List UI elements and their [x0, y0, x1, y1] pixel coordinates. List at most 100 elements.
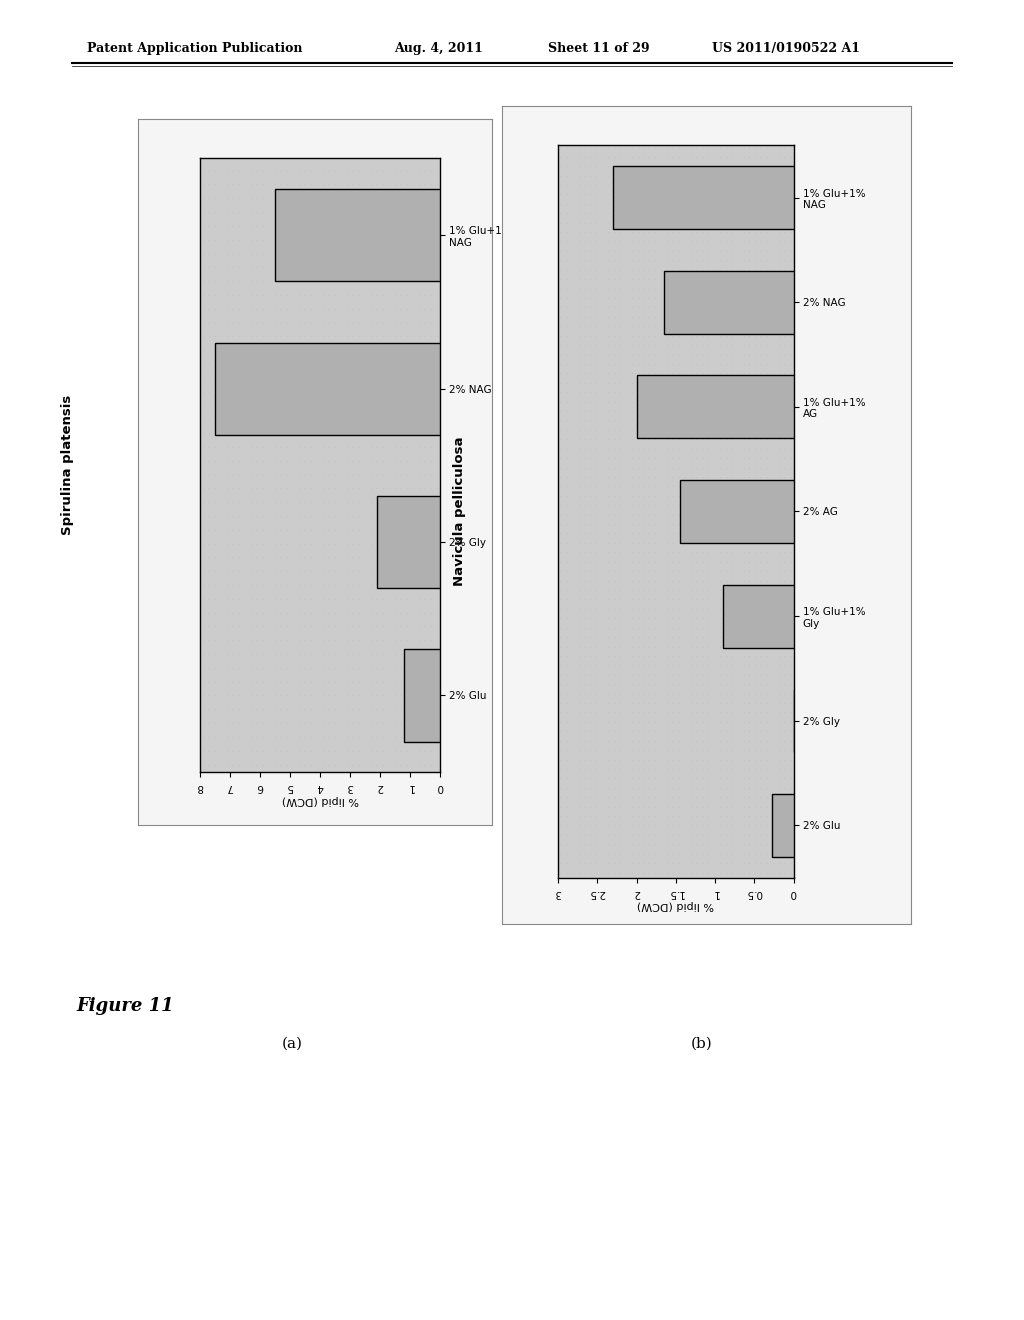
Point — [658, 805, 675, 826]
Point — [237, 698, 253, 719]
Point — [399, 519, 416, 540]
Point — [782, 457, 799, 478]
Point — [606, 730, 623, 751]
Point — [339, 339, 355, 360]
Point — [291, 602, 307, 623]
Point — [207, 230, 223, 251]
Point — [753, 156, 769, 177]
Point — [345, 630, 361, 651]
Point — [665, 363, 681, 384]
Point — [759, 249, 775, 271]
Point — [606, 796, 623, 817]
Point — [630, 768, 646, 789]
Point — [718, 796, 734, 817]
Point — [611, 183, 628, 205]
Point — [333, 685, 349, 706]
Point — [729, 259, 745, 280]
Point — [735, 363, 752, 384]
Point — [658, 627, 675, 648]
Point — [255, 422, 271, 444]
Point — [617, 411, 634, 432]
Point — [677, 768, 693, 789]
Point — [309, 574, 326, 595]
Point — [570, 570, 587, 591]
Point — [577, 607, 593, 628]
Point — [570, 400, 587, 421]
Point — [635, 843, 651, 865]
Point — [583, 834, 599, 855]
Point — [564, 627, 581, 648]
Point — [297, 202, 313, 223]
Point — [677, 541, 693, 562]
Point — [243, 339, 259, 360]
Point — [658, 231, 675, 252]
Point — [309, 271, 326, 292]
Point — [665, 222, 681, 243]
Point — [357, 616, 374, 638]
Point — [279, 395, 295, 416]
Point — [207, 215, 223, 236]
Point — [583, 466, 599, 487]
Point — [671, 862, 687, 883]
Point — [682, 814, 698, 836]
Point — [671, 824, 687, 845]
Point — [393, 339, 410, 360]
Point — [771, 552, 787, 573]
Point — [782, 561, 799, 582]
Point — [314, 589, 331, 610]
Point — [218, 367, 234, 388]
Point — [653, 645, 670, 667]
Point — [735, 438, 752, 459]
Point — [624, 363, 640, 384]
Point — [735, 598, 752, 619]
Point — [314, 381, 331, 403]
Point — [362, 160, 379, 181]
Point — [291, 533, 307, 554]
Point — [297, 478, 313, 499]
X-axis label: % lipid (DCW): % lipid (DCW) — [282, 795, 358, 805]
Point — [677, 682, 693, 704]
Point — [333, 726, 349, 747]
Point — [381, 257, 397, 279]
Point — [314, 257, 331, 279]
Point — [741, 279, 758, 300]
Point — [753, 222, 769, 243]
Point — [375, 395, 391, 416]
Point — [729, 165, 745, 186]
Point — [724, 457, 740, 478]
Point — [237, 685, 253, 706]
Point — [387, 450, 403, 471]
Point — [261, 437, 278, 458]
Point — [291, 630, 307, 651]
Point — [647, 693, 664, 714]
Point — [735, 730, 752, 751]
Point — [606, 824, 623, 845]
Point — [314, 450, 331, 471]
Point — [677, 579, 693, 601]
Point — [600, 363, 616, 384]
Point — [570, 589, 587, 610]
Point — [688, 627, 705, 648]
Point — [677, 759, 693, 780]
Point — [406, 643, 422, 664]
Point — [577, 777, 593, 799]
Point — [759, 664, 775, 685]
Point — [429, 174, 445, 195]
Point — [724, 513, 740, 535]
Point — [423, 478, 439, 499]
Point — [553, 447, 569, 469]
Point — [279, 257, 295, 279]
Point — [327, 367, 343, 388]
Point — [700, 259, 717, 280]
Point — [641, 636, 657, 657]
Point — [753, 759, 769, 780]
Point — [195, 589, 211, 610]
Point — [314, 298, 331, 319]
Point — [399, 367, 416, 388]
Point — [729, 486, 745, 507]
Point — [741, 486, 758, 507]
Point — [706, 805, 722, 826]
Point — [724, 231, 740, 252]
Point — [559, 411, 575, 432]
Point — [706, 627, 722, 648]
